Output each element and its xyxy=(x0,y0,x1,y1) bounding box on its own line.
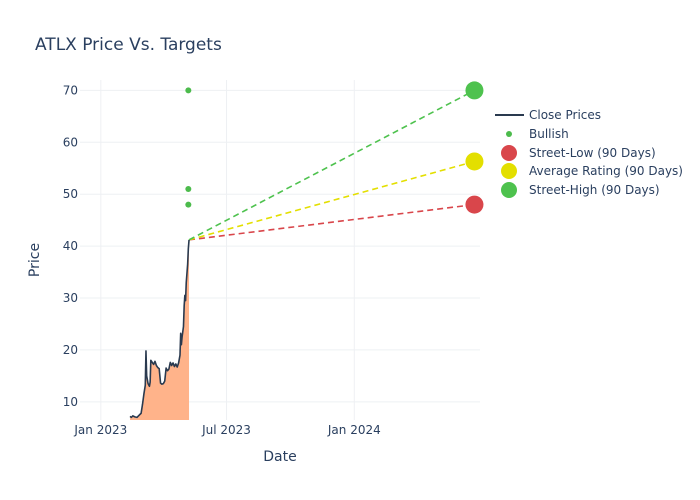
legend: Close Prices Bullish Street-Low (90 Days… xyxy=(495,108,683,198)
chart-title: ATLX Price Vs. Targets xyxy=(35,35,222,55)
legend-swatch-street-high xyxy=(501,182,517,198)
target-line-street-high-90-days xyxy=(188,89,475,241)
bullish-marker-1 xyxy=(185,186,192,193)
y-tick-label-60: 60 xyxy=(63,135,78,149)
tick-labels: 10 20 30 40 50 60 70 Jan 2023 Jul 2023 Jan 2024 xyxy=(63,83,381,437)
y-tick-label-20: 20 xyxy=(63,343,78,357)
target-line-street-low-90-days xyxy=(188,203,475,241)
legend-swatch-street-low xyxy=(501,145,517,161)
y-axis-title: Price xyxy=(27,243,43,277)
price-line xyxy=(129,239,190,419)
y-tick-label-70: 70 xyxy=(63,83,78,97)
close-price-line xyxy=(129,239,190,419)
target-marker-street-high-90-days xyxy=(465,81,484,100)
x-axis-title: Date xyxy=(263,449,296,465)
bullish-marker-0 xyxy=(185,87,192,94)
x-tick-label-2: Jan 2024 xyxy=(327,423,381,437)
legend-swatch-average-rating xyxy=(501,163,517,179)
y-tick-label-40: 40 xyxy=(63,239,78,253)
close-price-area xyxy=(130,239,190,420)
legend-label-street-low: Street-Low (90 Days) xyxy=(529,146,656,160)
target-lines xyxy=(188,89,475,241)
x-tick-label-0: Jan 2023 xyxy=(73,423,127,437)
legend-label-bullish: Bullish xyxy=(529,127,569,141)
legend-label-average-rating: Average Rating (90 Days) xyxy=(529,164,683,178)
legend-label-street-high: Street-High (90 Days) xyxy=(529,183,660,197)
target-marker-street-low-90-days xyxy=(465,195,484,214)
gridlines xyxy=(80,80,480,420)
price-area xyxy=(130,239,190,420)
y-tick-label-50: 50 xyxy=(63,187,78,201)
y-tick-label-10: 10 xyxy=(63,395,78,409)
target-marker-average-rating-90-days xyxy=(465,152,484,171)
legend-swatch-bullish xyxy=(506,131,512,137)
y-tick-label-30: 30 xyxy=(63,291,78,305)
x-tick-label-1: Jul 2023 xyxy=(201,423,251,437)
legend-label-close-prices: Close Prices xyxy=(529,108,601,122)
markers xyxy=(185,81,484,214)
bullish-marker-2 xyxy=(185,201,192,208)
